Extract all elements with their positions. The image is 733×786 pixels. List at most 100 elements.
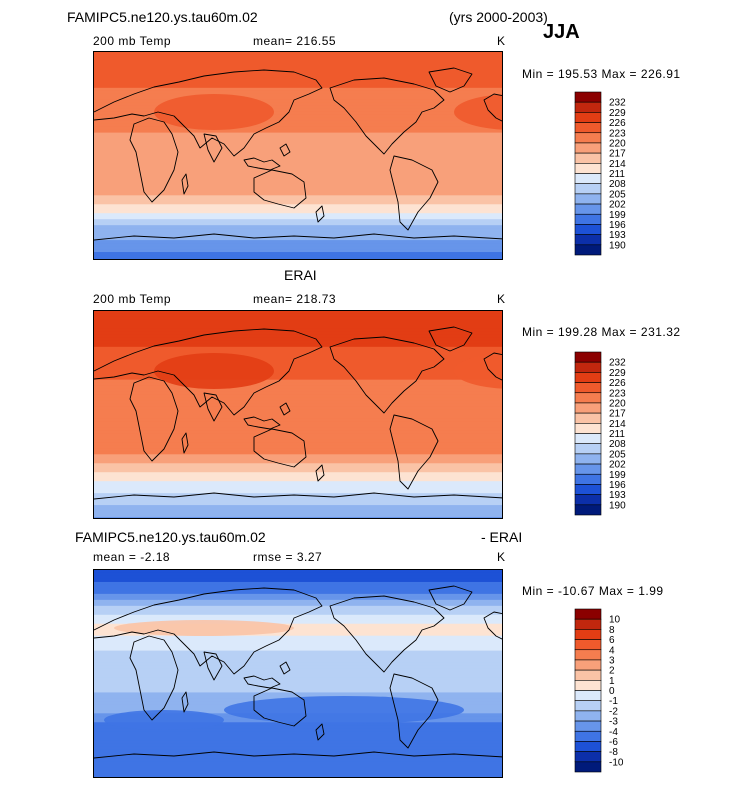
field-band — [94, 689, 502, 694]
colorbar-tick-label: 229 — [609, 368, 626, 379]
field-band — [94, 587, 502, 592]
field-band — [94, 358, 502, 363]
coastline — [389, 414, 439, 490]
field-band — [94, 132, 502, 137]
panel2-map-svg — [94, 311, 502, 518]
field-band — [94, 758, 502, 762]
field-band — [94, 108, 502, 113]
field-band — [94, 767, 502, 771]
field-band — [94, 343, 502, 348]
panel2-map — [93, 310, 503, 519]
colorbar-tick-label: 217 — [609, 149, 626, 160]
colorbar-box — [574, 361, 602, 373]
field-band — [94, 325, 502, 330]
field-band — [94, 403, 502, 408]
colorbar-box — [574, 761, 602, 773]
field-band — [94, 469, 502, 473]
field-band — [94, 683, 502, 688]
field-band — [94, 737, 502, 741]
colorbar-tick-label: -2 — [609, 706, 618, 717]
colorbar-box — [574, 163, 602, 174]
field-anomaly — [454, 353, 502, 389]
case-title: FAMIPC5.ne120.ys.tau60m.02 — [67, 9, 258, 25]
field-band — [94, 517, 502, 518]
colorbar-box — [574, 659, 602, 671]
colorbar-box — [574, 112, 602, 123]
field-band — [94, 605, 502, 610]
field-band — [94, 195, 502, 199]
coastline — [315, 723, 325, 741]
field-band — [94, 126, 502, 131]
panel3-map — [93, 569, 503, 778]
field-band — [94, 165, 502, 170]
field-band — [94, 584, 502, 589]
field-band — [94, 773, 502, 777]
field-band — [94, 313, 502, 318]
coastline — [483, 93, 502, 122]
field-anomaly — [154, 94, 274, 130]
colorbar-tick-label: 193 — [609, 230, 626, 241]
colorbar-tick-label: -8 — [609, 747, 618, 758]
coastline — [94, 751, 502, 759]
field-band — [94, 602, 502, 607]
field-band — [94, 484, 502, 488]
field-band — [94, 168, 502, 173]
field-band — [94, 743, 502, 747]
field-band — [94, 415, 502, 420]
coastline — [428, 67, 473, 93]
field-band — [94, 644, 502, 649]
field-band — [94, 364, 502, 369]
coastline — [94, 69, 323, 157]
colorbar-tick-label: 1 — [609, 676, 615, 687]
field-band — [94, 502, 502, 506]
field-band — [94, 427, 502, 432]
field-band — [94, 686, 502, 691]
colorbar-tick-label: 0 — [609, 686, 615, 697]
colorbar-box — [574, 372, 602, 383]
panel2-units-label: K — [497, 292, 506, 306]
coastline — [243, 157, 281, 171]
panel1-minmax-label: Min = 195.53 Max = 226.91 — [522, 67, 681, 81]
field-band — [94, 397, 502, 402]
colorbar-tick-label: 208 — [609, 179, 626, 190]
colorbar-tick-label: 202 — [609, 200, 626, 211]
field-band — [94, 740, 502, 744]
colorbar-tick-label: 196 — [609, 220, 626, 231]
colorbar-box — [574, 423, 602, 434]
colorbar-tick-label: 226 — [609, 378, 626, 389]
field-band — [94, 153, 502, 158]
years-label: (yrs 2000-2003) — [449, 9, 548, 25]
coastline — [181, 173, 189, 195]
colorbar-box — [574, 351, 602, 363]
colorbar-box — [574, 494, 602, 506]
field-band — [94, 481, 502, 485]
field-band — [94, 192, 502, 196]
panel3-rmse-label: rmse = 3.27 — [253, 550, 323, 564]
coastline — [203, 133, 223, 163]
colorbar-tick-label: 199 — [609, 210, 626, 221]
field-band — [94, 174, 502, 178]
field-band — [94, 436, 502, 440]
field-band — [94, 511, 502, 515]
field-band — [94, 391, 502, 396]
colorbar-box — [574, 402, 602, 414]
coastline — [389, 155, 439, 231]
field-band — [94, 228, 502, 232]
coastline — [253, 169, 307, 209]
field-band — [94, 52, 502, 56]
field-band — [94, 81, 502, 86]
field-band — [94, 575, 502, 580]
coastline — [203, 392, 223, 422]
field-band — [94, 319, 502, 324]
colorbar-tick-label: 232 — [609, 98, 626, 109]
colorbar-box — [574, 751, 602, 763]
field-band — [94, 749, 502, 753]
field-band — [94, 120, 502, 125]
colorbar-box — [574, 234, 602, 246]
panel3-title-right: - ERAI — [481, 529, 523, 545]
field-band — [94, 761, 502, 765]
field-band — [94, 87, 502, 92]
field-band — [94, 204, 502, 208]
field-band — [94, 692, 502, 696]
colorbar-box — [574, 443, 602, 455]
